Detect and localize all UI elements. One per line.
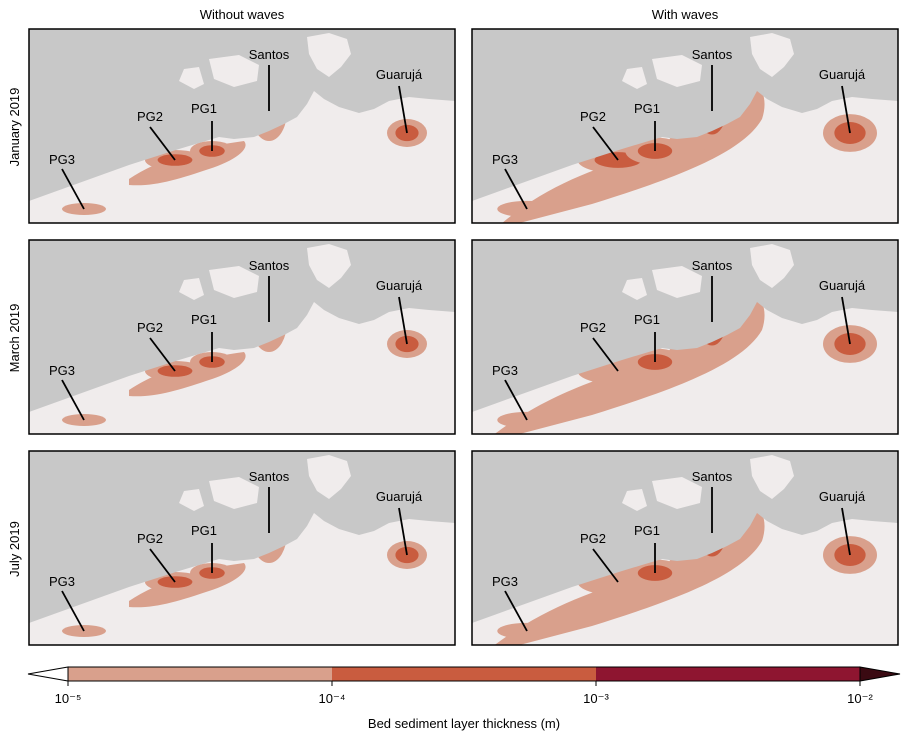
panel-frame — [28, 28, 456, 224]
leader-guaruj — [398, 85, 408, 134]
panel-2-0: PG3 PG2 PG1 Santos Guarujá — [28, 450, 456, 646]
panel-0-1: PG3 PG2 PG1 Santos Guarujá — [471, 28, 899, 224]
panel-frame — [28, 239, 456, 435]
colorbar-segment-2 — [332, 667, 596, 681]
leader-guaruj — [841, 85, 851, 134]
site-label-pg1: PG1 — [634, 101, 660, 116]
leader-guaruj — [841, 507, 851, 556]
site-label-santos: Santos — [249, 469, 290, 484]
site-label-guaruj: Guarujá — [376, 278, 423, 293]
column-title-without-waves: Without waves — [200, 7, 285, 22]
site-label-santos: Santos — [692, 47, 733, 62]
row-label-march: March 2019 — [7, 304, 22, 373]
leader-pg2 — [149, 126, 176, 161]
colorbar-tick-1e-3: 10⁻³ — [583, 691, 609, 706]
colorbar-over-triangle — [859, 666, 901, 682]
site-label-pg3: PG3 — [492, 363, 518, 378]
site-label-guaruj: Guarujá — [819, 67, 866, 82]
site-label-guaruj: Guarujá — [376, 489, 423, 504]
site-label-pg3: PG3 — [49, 574, 75, 589]
panels-layer: PG3 PG2 PG1 Santos Guarujá PG3 PG2 PG1 Santos Gua… — [28, 28, 899, 646]
site-label-santos: Santos — [692, 258, 733, 273]
leader-pg2 — [149, 548, 176, 583]
panel-frame — [28, 450, 456, 646]
site-label-pg2: PG2 — [580, 531, 606, 546]
row-label-january: January 2019 — [7, 88, 22, 167]
site-label-pg3: PG3 — [492, 152, 518, 167]
leader-pg3 — [504, 379, 528, 421]
column-title-with-waves: With waves — [652, 7, 719, 22]
site-label-pg1: PG1 — [634, 312, 660, 327]
panel-1-0: PG3 PG2 PG1 Santos Guarujá — [28, 239, 456, 435]
leader-pg3 — [504, 168, 528, 210]
site-label-guaruj: Guarujá — [376, 67, 423, 82]
leader-pg3 — [61, 590, 85, 632]
site-label-pg3: PG3 — [49, 363, 75, 378]
site-label-pg2: PG2 — [137, 109, 163, 124]
leader-pg2 — [592, 337, 619, 372]
site-label-pg1: PG1 — [191, 312, 217, 327]
site-label-pg1: PG1 — [191, 101, 217, 116]
panel-frame — [471, 450, 899, 646]
row-label-july: July 2019 — [7, 521, 22, 577]
site-label-pg3: PG3 — [49, 152, 75, 167]
colorbar-under-triangle — [27, 666, 69, 682]
leader-guaruj — [841, 296, 851, 345]
leader-pg3 — [504, 590, 528, 632]
site-label-pg3: PG3 — [492, 574, 518, 589]
site-label-santos: Santos — [249, 258, 290, 273]
site-label-pg1: PG1 — [191, 523, 217, 538]
panel-frame — [471, 239, 899, 435]
site-label-guaruj: Guarujá — [819, 489, 866, 504]
leader-pg2 — [149, 337, 176, 372]
leader-pg2 — [592, 126, 619, 161]
colorbar-tick-1e-2: 10⁻² — [847, 691, 873, 706]
panel-1-1: PG3 PG2 PG1 Santos Guarujá — [471, 239, 899, 435]
titles-layer: Without waves With waves January 2019 Ma… — [7, 7, 719, 577]
site-label-pg2: PG2 — [137, 531, 163, 546]
panel-frame — [471, 28, 899, 224]
leader-guaruj — [398, 296, 408, 345]
leader-pg3 — [61, 379, 85, 421]
leader-guaruj — [398, 507, 408, 556]
site-label-santos: Santos — [692, 469, 733, 484]
colorbar-tick-1e-5: 10⁻⁵ — [55, 691, 82, 706]
site-label-pg1: PG1 — [634, 523, 660, 538]
colorbar: 10⁻⁵ 10⁻⁴ 10⁻³ 10⁻² Bed sediment layer t… — [27, 666, 901, 731]
site-label-pg2: PG2 — [137, 320, 163, 335]
site-label-guaruj: Guarujá — [819, 278, 866, 293]
leader-pg3 — [61, 168, 85, 210]
leader-pg2 — [592, 548, 619, 583]
panel-2-1: PG3 PG2 PG1 Santos Guarujá — [471, 450, 899, 646]
deposit-guaruj-level-2 — [834, 544, 866, 566]
colorbar-label: Bed sediment layer thickness (m) — [368, 716, 560, 731]
colorbar-segment-1 — [68, 667, 332, 681]
panel-0-0: PG3 PG2 PG1 Santos Guarujá — [28, 28, 456, 224]
site-label-santos: Santos — [249, 47, 290, 62]
colorbar-segment-3 — [596, 667, 860, 681]
site-label-pg2: PG2 — [580, 109, 606, 124]
site-label-pg2: PG2 — [580, 320, 606, 335]
colorbar-tick-1e-4: 10⁻⁴ — [319, 691, 346, 706]
